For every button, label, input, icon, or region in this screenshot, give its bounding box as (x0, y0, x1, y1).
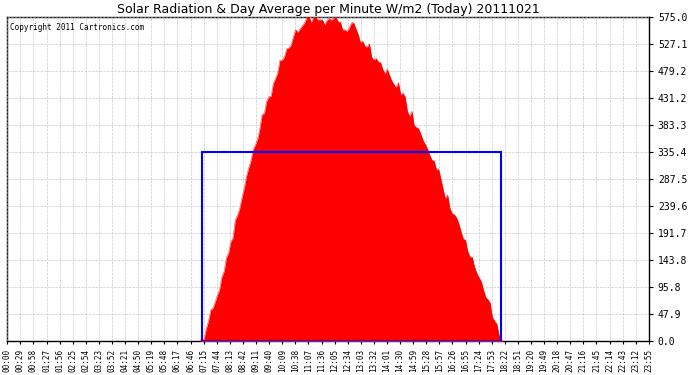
Text: Copyright 2011 Cartronics.com: Copyright 2011 Cartronics.com (10, 23, 145, 32)
Bar (201, 152, 502, 342)
Title: Solar Radiation & Day Average per Minute W/m2 (Today) 20111021: Solar Radiation & Day Average per Minute… (117, 3, 540, 16)
